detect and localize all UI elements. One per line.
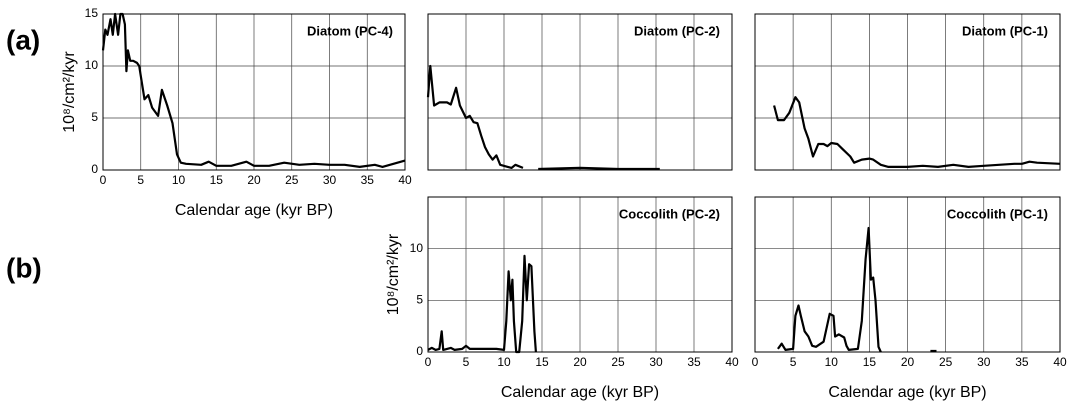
x-tick-label: 10 [825,355,839,369]
x-tick-label: 20 [573,355,587,369]
x-tick-label: 25 [939,355,953,369]
x-axis-label: Calendar age (kyr BP) [175,202,333,219]
y-tick-label: 0 [91,162,98,176]
panel-label: (b) [6,252,42,283]
y-tick-label: 5 [416,293,423,307]
x-tick-label: 30 [977,355,991,369]
plot-frame [754,13,1061,171]
panel-label: (a) [6,24,40,55]
y-axis-label: 10⁸/cm²/kyr [61,51,78,133]
x-tick-label: 25 [611,355,625,369]
x-tick-label: 20 [901,355,915,369]
plot-frame [754,196,1061,353]
x-tick-label: 5 [790,355,797,369]
x-axis-label: Calendar age (kyr BP) [828,384,986,401]
x-tick-label: 15 [535,355,549,369]
x-tick-label: 30 [323,173,337,187]
data-line [427,254,537,354]
x-tick-label: 0 [100,173,107,187]
x-tick-label: 0 [752,355,759,369]
data-line [101,12,406,168]
x-tick-label: 35 [361,173,375,187]
y-tick-label: 10 [85,58,99,72]
y-axis-label: 10⁸/cm²/kyr [385,233,402,315]
x-tick-label: 15 [210,173,224,187]
plot-frame [427,196,733,353]
x-tick-label: 30 [649,355,663,369]
plot-frame [102,13,406,171]
y-tick-label: 5 [91,110,98,124]
x-tick-label: 10 [172,173,186,187]
chart-title: Diatom (PC-4) [307,23,393,38]
x-tick-label: 5 [137,173,144,187]
x-tick-label: 35 [1015,355,1029,369]
x-tick-label: 40 [1053,355,1067,369]
x-tick-label: 20 [247,173,261,187]
y-tick-label: 0 [416,344,423,358]
x-tick-label: 25 [285,173,299,187]
chart-title: Coccolith (PC-2) [619,206,720,221]
x-axis-label: Calendar age (kyr BP) [501,384,659,401]
data-line [773,96,1061,168]
x-tick-label: 10 [497,355,511,369]
x-tick-label: 0 [425,355,432,369]
y-tick-label: 15 [85,6,99,20]
x-tick-label: 40 [725,355,739,369]
x-tick-label: 35 [687,355,701,369]
chart-title: Diatom (PC-1) [962,23,1048,38]
data-line [777,226,937,353]
chart-title: Diatom (PC-2) [634,23,720,38]
x-tick-label: 15 [863,355,877,369]
data-line [426,64,660,171]
x-tick-label: 5 [463,355,470,369]
chart-title: Coccolith (PC-1) [947,206,1048,221]
x-tick-label: 40 [398,173,412,187]
y-tick-label: 10 [410,241,424,255]
